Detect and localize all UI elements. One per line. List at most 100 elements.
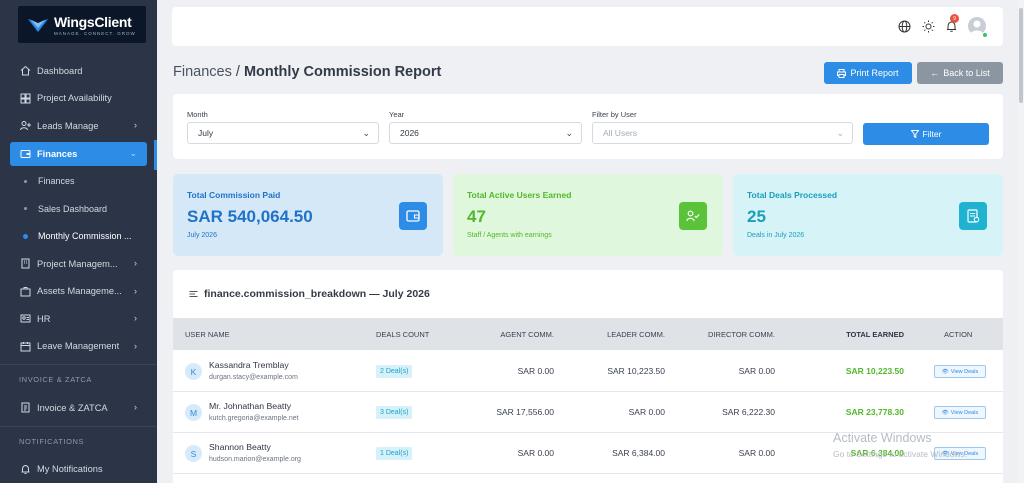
agent-comm: SAR 0.00 <box>517 366 554 376</box>
id-card-icon <box>20 313 31 324</box>
avatar-initial: M <box>185 404 202 421</box>
active-bullet-icon <box>23 233 28 239</box>
total-earned: SAR 10,223.50 <box>845 366 904 376</box>
breadcrumb-finances[interactable]: Finances <box>173 64 232 80</box>
stat-value: SAR 540,064.50 <box>187 207 313 226</box>
activate-windows-title: Activate Windows <box>833 431 932 445</box>
chevron-down-icon: ⌄ <box>836 128 844 138</box>
page-title: Finances / Monthly Commission Report <box>173 64 441 80</box>
sidebar-item-label: Assets Manageme... <box>37 286 122 297</box>
filter-button[interactable]: Filter <box>863 123 989 145</box>
sidebar-item-label: Project Availability <box>37 93 112 104</box>
view-deals-button[interactable]: 👁 View Deals <box>934 365 986 378</box>
sidebar-item-hr[interactable]: HR › <box>0 305 157 333</box>
leader-comm: SAR 6,384.00 <box>612 448 665 458</box>
wallet-icon <box>399 202 427 230</box>
brand-logo[interactable]: WingsClient MANAGE. CONNECT. GROW <box>18 6 146 43</box>
briefcase-icon <box>20 286 31 297</box>
sidebar-item-label: Finances <box>37 148 78 159</box>
user-email: hudson.marion@example.org <box>209 456 301 463</box>
print-report-label: Print Report <box>850 68 899 78</box>
sidebar-item-dashboard[interactable]: Dashboard <box>0 57 157 85</box>
chevron-right-icon: › <box>134 120 137 130</box>
brand-tagline: MANAGE. CONNECT. GROW <box>54 30 136 36</box>
scrollbar-thumb[interactable] <box>1019 8 1023 103</box>
agent-comm: SAR 17,556.00 <box>496 407 554 417</box>
table-row: K Kassandra Tremblay durgan.stacy@exampl… <box>173 351 1003 392</box>
stat-subtitle: Staff / Agents with earnings <box>467 232 552 239</box>
total-earned: SAR 23,778.30 <box>845 407 904 417</box>
view-deals-button[interactable]: 👁 View Deals <box>934 447 986 460</box>
deals-count-badge: 3 Deal(s) <box>376 406 413 419</box>
user-email: kutch.gregoria@example.net <box>209 415 299 422</box>
view-deals-button[interactable]: 👁 View Deals <box>934 406 986 419</box>
user-avatar[interactable] <box>968 17 986 35</box>
sidebar-item-project-availability[interactable]: Project Availability <box>0 85 157 113</box>
user-select[interactable]: All Users ⌄ <box>592 122 853 144</box>
sidebar-item-label: Leads Manage <box>37 120 99 131</box>
wallet-icon <box>20 148 31 159</box>
bell-icon <box>20 464 31 475</box>
chevron-down-icon: ⌄ <box>565 128 573 138</box>
chevron-right-icon: › <box>134 285 137 296</box>
globe-icon[interactable] <box>898 20 911 38</box>
avatar-initial: S <box>185 445 202 462</box>
bullet-icon <box>24 207 27 211</box>
sidebar-item-invoice-zatca[interactable]: Invoice & ZATCA › <box>0 394 157 422</box>
table-row: S Shannon Beatty hudson.marion@example.o… <box>173 433 1003 474</box>
sidebar-item-project-management[interactable]: Project Managem... › <box>0 250 157 278</box>
month-select-value: July <box>198 128 214 138</box>
user-plus-icon <box>20 120 31 131</box>
deals-count-badge: 1 Deal(s) <box>376 447 413 460</box>
sidebar-item-leave-management[interactable]: Leave Management › <box>0 333 157 361</box>
year-select[interactable]: 2026 ⌄ <box>389 122 582 144</box>
sidebar-item-leads-manage[interactable]: Leads Manage › <box>0 112 157 140</box>
view-deals-label: View Deals <box>950 368 979 375</box>
breadcrumb-separator: / <box>231 64 244 80</box>
director-comm: SAR 0.00 <box>738 366 775 376</box>
stat-value: 47 <box>467 207 486 226</box>
sidebar-subitem-finances[interactable]: Finances <box>0 168 157 196</box>
sidebar-subitem-sales-dashboard[interactable]: Sales Dashboard <box>0 195 157 223</box>
month-select[interactable]: July ⌄ <box>187 122 379 144</box>
activate-windows-subtitle: Go to Settings to activate Windows. <box>833 449 968 459</box>
view-deals-label: View Deals <box>950 409 979 416</box>
bullet-icon <box>24 179 27 183</box>
table-title: finance.commission_breakdown — July 2026 <box>189 288 430 300</box>
stat-title: Total Deals Processed <box>747 190 838 200</box>
sidebar: WingsClient MANAGE. CONNECT. GROW Dashbo… <box>0 0 157 483</box>
avatar-initial: K <box>185 363 202 380</box>
director-comm: SAR 0.00 <box>738 448 775 458</box>
page-title-text: Monthly Commission Report <box>243 64 442 80</box>
user-select-placeholder: All Users <box>603 128 638 138</box>
sidebar-subitem-monthly-commission[interactable]: Monthly Commission ... <box>0 223 157 251</box>
commission-breakdown-card: finance.commission_breakdown — July 2026… <box>173 270 1003 483</box>
stat-card-active-users: Total Active Users Earned 47 Staff / Age… <box>453 174 723 256</box>
deals-count-badge: 2 Deal(s) <box>376 365 413 378</box>
sidebar-item-finances[interactable]: Finances ⌄ <box>10 141 147 166</box>
year-select-value: 2026 <box>400 128 419 138</box>
building-icon <box>20 258 31 269</box>
brand-name: WingsClient <box>54 13 132 30</box>
sun-icon[interactable] <box>922 20 935 38</box>
user-name: Kassandra Tremblay <box>209 360 289 370</box>
user-email: durgan.stacy@example.com <box>209 374 298 381</box>
list-icon <box>189 291 198 297</box>
user-name: Shannon Beatty <box>209 442 271 452</box>
stat-card-deals-processed: Total Deals Processed 25 Deals in July 2… <box>733 174 1003 256</box>
receipt-icon <box>959 202 987 230</box>
leader-comm: SAR 10,223.50 <box>607 366 665 376</box>
column-header-deals-count: DEALS COUNT <box>376 330 430 339</box>
print-report-button[interactable]: Print Report <box>824 62 912 84</box>
column-header-leader-comm: LEADER COMM. <box>607 330 665 339</box>
agent-comm: SAR 0.00 <box>517 448 554 458</box>
eye-icon: 👁 <box>941 409 949 416</box>
stat-title: Total Active Users Earned <box>467 190 572 200</box>
user-check-icon <box>679 202 707 230</box>
page-scrollbar[interactable] <box>1018 0 1024 483</box>
back-to-list-button[interactable]: ← Back to List <box>917 62 1003 84</box>
chevron-down-icon: ⌄ <box>362 128 370 138</box>
table-row: M Mr. Johnathan Beatty kutch.gregoria@ex… <box>173 392 1003 433</box>
sidebar-item-my-notifications[interactable]: My Notifications <box>0 456 157 483</box>
sidebar-item-assets-management[interactable]: Assets Manageme... › <box>0 278 157 306</box>
